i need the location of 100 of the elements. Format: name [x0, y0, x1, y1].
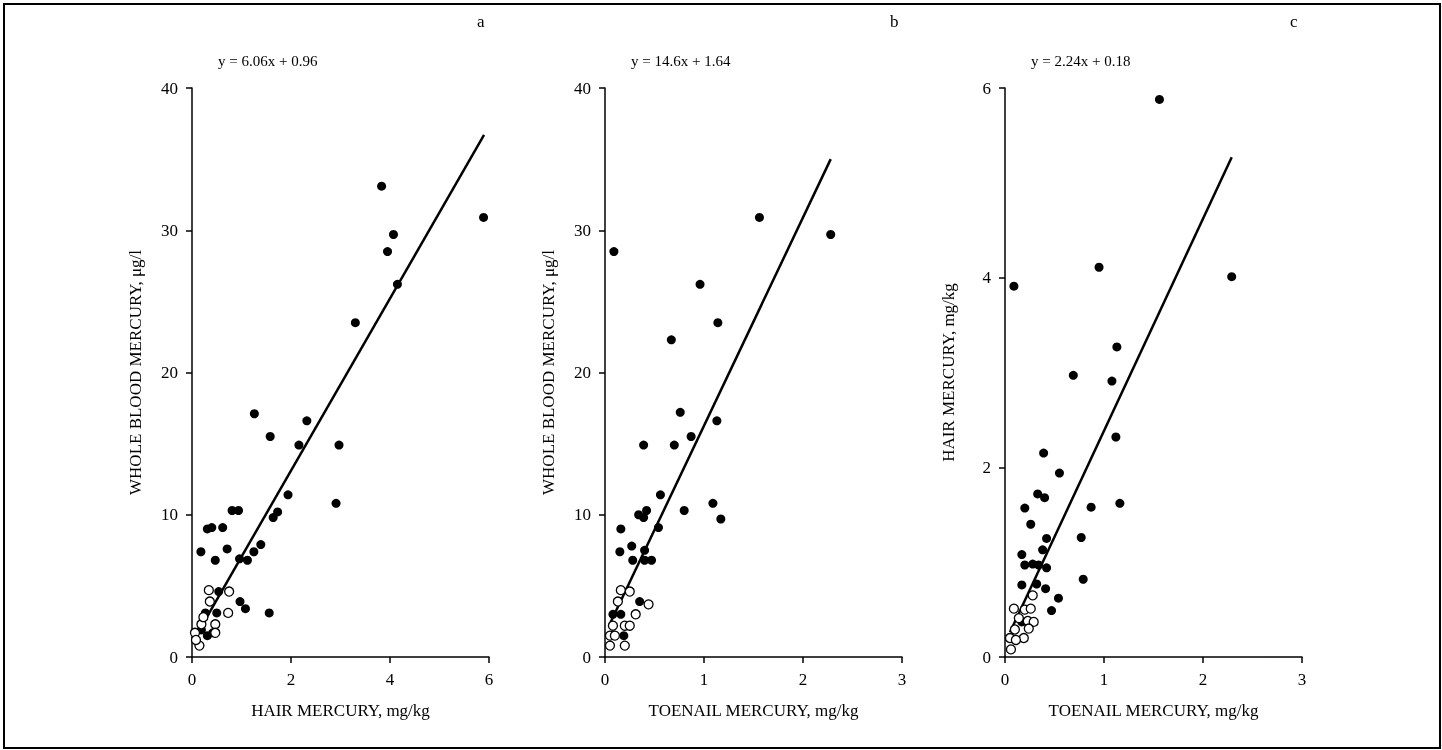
point — [643, 599, 654, 610]
point — [1010, 634, 1022, 646]
y-tick-label: 30 — [574, 220, 591, 240]
point — [635, 597, 645, 607]
point — [647, 555, 657, 565]
x-tick-label: 1 — [1099, 670, 1109, 689]
text: y = 2.24x + 0.18 — [1031, 52, 1131, 69]
point — [222, 544, 232, 554]
y-tick-label: 0 — [169, 647, 178, 667]
point — [1023, 623, 1034, 634]
point — [615, 584, 626, 596]
point — [1039, 448, 1049, 458]
x-axis-title: HAIR MERCURY, mg/kg — [251, 701, 431, 720]
point — [207, 523, 217, 533]
point — [639, 513, 649, 523]
y-axis-title: WHOLE BLOOD MERCURY, μg/l — [126, 249, 145, 495]
point — [1042, 533, 1052, 543]
point — [708, 498, 718, 508]
point — [624, 586, 635, 597]
point — [1026, 519, 1036, 529]
point — [639, 440, 649, 450]
point — [283, 490, 293, 500]
point — [1053, 593, 1063, 603]
point — [204, 596, 215, 607]
point — [754, 212, 764, 222]
x-tick-label: 3 — [897, 670, 907, 689]
point — [624, 620, 635, 631]
point — [203, 584, 214, 596]
point — [218, 523, 228, 533]
point — [1009, 281, 1019, 291]
point — [222, 607, 234, 619]
text: y = 6.06x + 0.96 — [218, 52, 318, 69]
x-axis-title: TOENAIL MERCURY, mg/kg — [648, 701, 859, 720]
point — [1038, 545, 1048, 555]
point — [235, 597, 245, 607]
point — [1115, 498, 1125, 508]
point — [619, 631, 629, 641]
x-tick-label: 0 — [1000, 670, 1010, 689]
point — [669, 440, 679, 450]
text: y = 14.6x + 1.64 — [631, 52, 731, 69]
point — [1041, 584, 1051, 594]
point — [1033, 489, 1043, 499]
point — [392, 279, 402, 289]
point — [713, 318, 723, 328]
point — [642, 505, 652, 515]
x-tick-label: 2 — [798, 670, 808, 689]
point — [1027, 590, 1038, 601]
point — [1054, 468, 1064, 478]
point — [383, 247, 393, 257]
point — [273, 507, 283, 517]
point — [1005, 644, 1017, 655]
point — [1047, 606, 1057, 616]
point — [716, 514, 726, 524]
point — [264, 608, 274, 618]
point — [1040, 493, 1050, 503]
point — [249, 409, 259, 419]
point — [196, 547, 206, 557]
point — [242, 555, 252, 565]
text: a — [477, 12, 485, 31]
point — [1020, 503, 1030, 513]
point — [1013, 612, 1025, 624]
point — [640, 545, 650, 555]
point — [1086, 502, 1096, 512]
y-tick-label: 4 — [982, 268, 992, 288]
point — [1094, 262, 1104, 272]
point — [223, 586, 235, 597]
point — [1112, 342, 1122, 352]
point — [268, 513, 278, 523]
y-tick-label: 10 — [574, 505, 591, 525]
y-tick-label: 2 — [982, 457, 991, 477]
point — [604, 640, 616, 651]
point — [234, 505, 244, 515]
point — [607, 620, 619, 631]
point — [695, 279, 705, 289]
y-tick-label: 40 — [161, 78, 178, 98]
point — [479, 212, 489, 222]
point — [294, 440, 304, 450]
point — [334, 440, 344, 450]
point — [212, 608, 222, 618]
point — [256, 540, 266, 550]
x-tick-label: 3 — [1297, 670, 1307, 689]
point — [826, 230, 836, 240]
point — [609, 630, 621, 641]
point — [1009, 624, 1021, 635]
x-tick-label: 4 — [385, 670, 395, 689]
x-tick-label: 0 — [600, 670, 610, 689]
point — [1032, 579, 1042, 589]
x-tick-label: 2 — [1198, 670, 1208, 689]
point — [619, 640, 630, 651]
point — [198, 612, 209, 623]
y-tick-label: 6 — [982, 78, 991, 98]
y-tick-label: 0 — [582, 647, 591, 667]
x-tick-label: 1 — [699, 670, 709, 689]
point — [1017, 550, 1027, 560]
point — [612, 596, 624, 607]
x-axis-title: TOENAIL MERCURY, mg/kg — [1048, 701, 1259, 720]
point — [1008, 603, 1020, 614]
point — [666, 335, 676, 345]
point — [628, 555, 638, 565]
point — [1078, 574, 1088, 584]
